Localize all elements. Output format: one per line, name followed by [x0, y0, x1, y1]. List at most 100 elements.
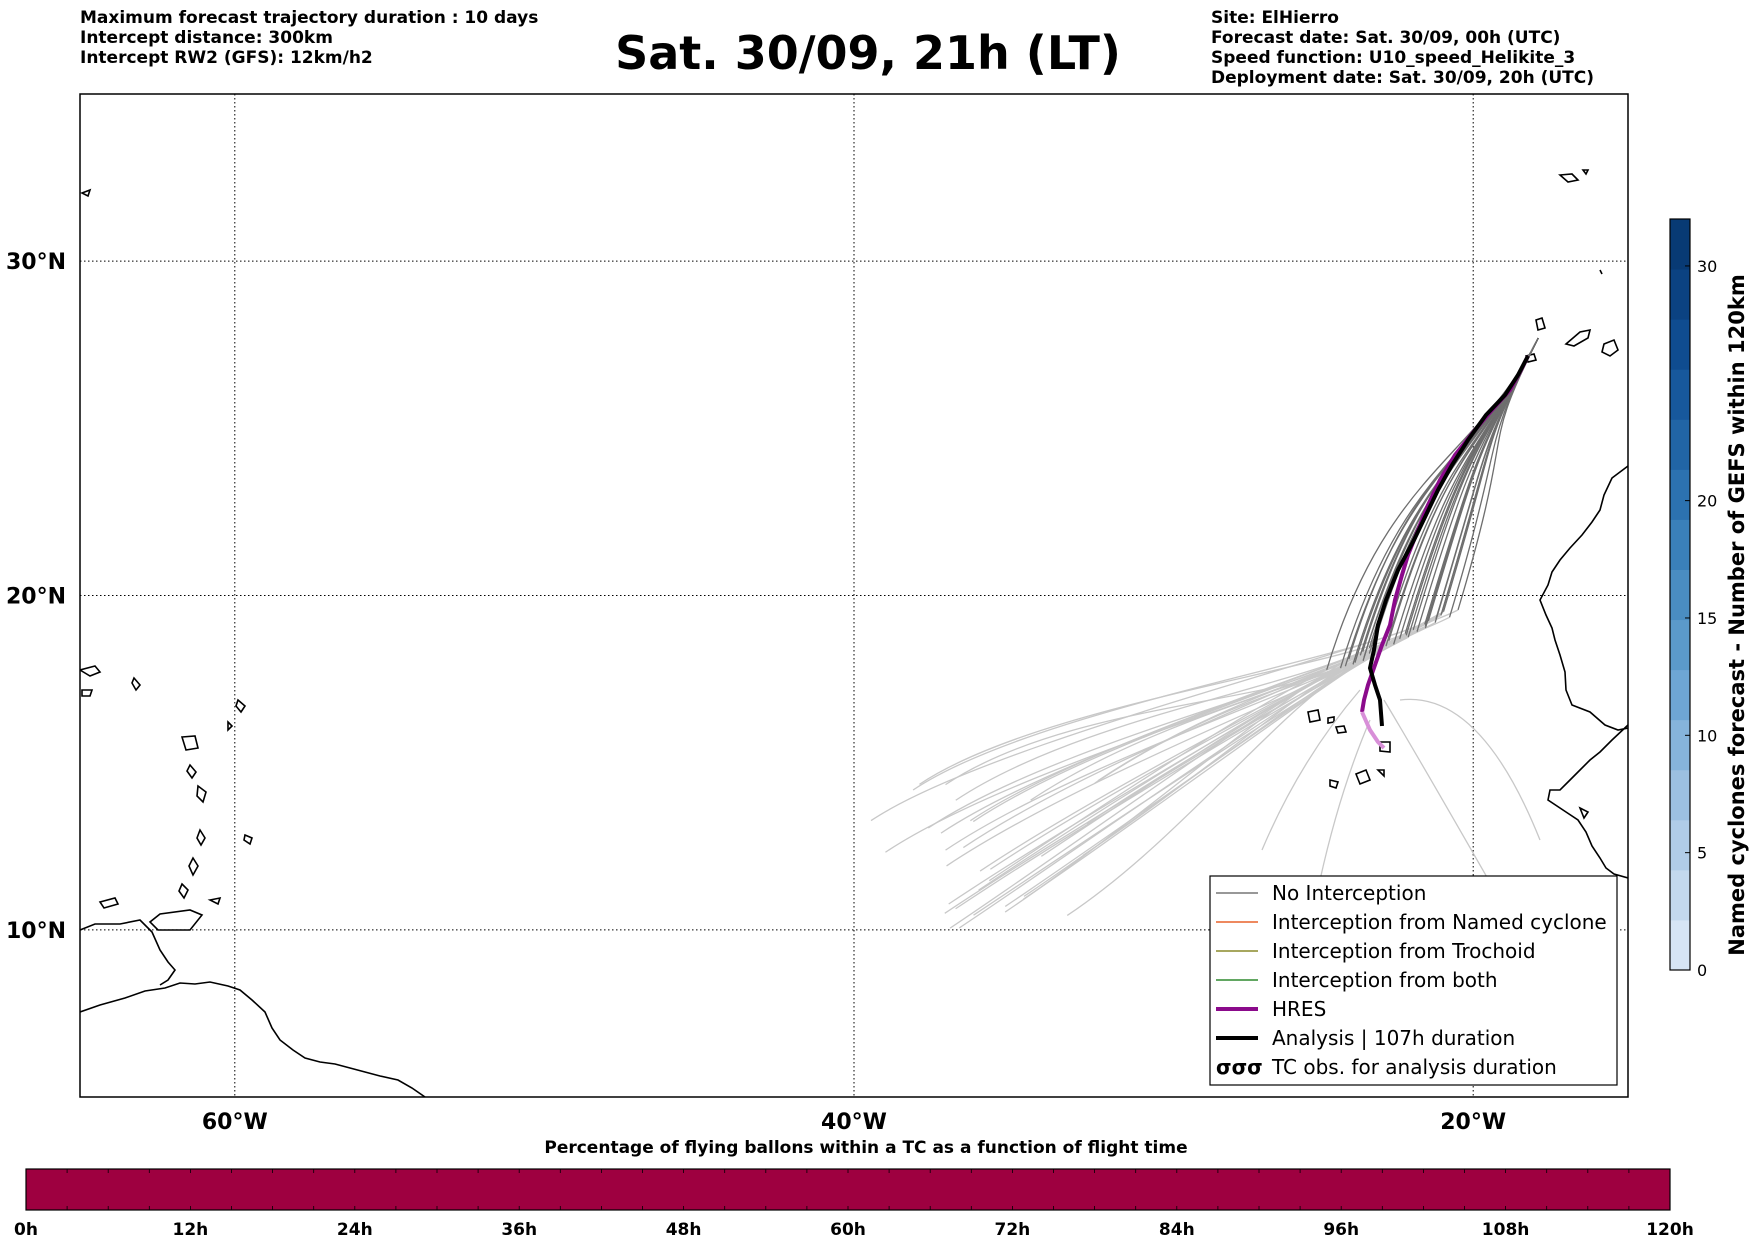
- map-axis-labels: 60°W 40°W 20°W 30°N 20°N 10°N: [6, 250, 1506, 1135]
- trajectory-continuation: [1023, 638, 1400, 897]
- tobago: [207, 896, 222, 906]
- trajectory-continuation: [962, 658, 1350, 849]
- colorbar-cell: [1670, 669, 1690, 721]
- legend-item-label: Interception from Named cyclone: [1272, 910, 1607, 934]
- trajectory-continuation: [919, 629, 1414, 785]
- lon-tick-label: 40°W: [821, 1110, 887, 1135]
- colorbar-cell: [1670, 619, 1690, 671]
- trajectory-continuation: [1066, 660, 1364, 917]
- lesser-antilles-1: [80, 665, 102, 677]
- trajectory-continuation: [955, 647, 1370, 801]
- lesser-antilles-5: [196, 784, 207, 804]
- legend: No Interception Interception from Named c…: [1209, 875, 1618, 1086]
- lon-tick-label: 60°W: [202, 1110, 268, 1135]
- colorbar-cell: [1670, 269, 1690, 320]
- colorbar-cell: [1670, 219, 1690, 270]
- flight-bar-tick-label: 24h: [337, 1220, 373, 1240]
- abc-islands: [98, 897, 120, 909]
- cape-verde-1: [1307, 709, 1321, 723]
- trajectory-continuation: [949, 667, 1341, 929]
- page-title: Sat. 30/09, 21h (LT): [615, 26, 1121, 80]
- intercept-rw2-text: Intercept RW2 (GFS): 12km/h2: [80, 48, 373, 68]
- trajectory-continuation: [988, 669, 1327, 882]
- colorbar-tick-label: 20: [1697, 492, 1717, 511]
- flight-bar-title: Percentage of flying ballons within a TC…: [544, 1138, 1187, 1158]
- lat-tick-label: 20°N: [6, 585, 66, 610]
- analysis-trajectory: [1367, 355, 1530, 727]
- header-right-info: Site: ElHierro Forecast date: Sat. 30/09…: [1211, 8, 1594, 88]
- colorbar-frame: [1669, 218, 1691, 971]
- graticule: [80, 94, 1628, 1097]
- coastlines: [80, 169, 1628, 1097]
- bermuda: [80, 188, 92, 198]
- colorbar-cell: [1670, 569, 1690, 621]
- flight-bar-tick-label: 84h: [1159, 1220, 1195, 1240]
- legend-item-label: Interception from both: [1272, 968, 1498, 992]
- colorbar-label: Named cyclones forecast - Number of GEFS…: [1725, 274, 1749, 955]
- legend-item-label: Analysis | 107h duration: [1272, 1026, 1515, 1050]
- colorbar-cell: [1670, 819, 1690, 871]
- lesser-antilles-10: [235, 698, 247, 714]
- lat-tick-label: 10°N: [6, 919, 66, 944]
- lesser-antilles-2: [81, 689, 94, 697]
- flight-bar-tick-label: 0h: [14, 1220, 38, 1240]
- cape-verde-3: [1334, 725, 1348, 734]
- colorbar-cell: [1670, 469, 1690, 520]
- colorbar-cell: [1670, 719, 1690, 771]
- max-duration-text: Maximum forecast trajectory duration : 1…: [80, 8, 539, 28]
- legend-symbol-tc-obs: σσσ: [1216, 1055, 1263, 1079]
- flight-bar-tick-label: 48h: [666, 1220, 702, 1240]
- africa-coast: [1539, 465, 1628, 879]
- canary-2: [1564, 328, 1592, 347]
- trajectory-continuation: [1094, 653, 1370, 784]
- header-left-info: Maximum forecast trajectory duration : 1…: [80, 8, 538, 68]
- colorbar-tick-label: 0: [1697, 961, 1707, 980]
- lon-tick-label: 20°W: [1440, 1110, 1506, 1135]
- colorbar-cell: [1670, 919, 1690, 971]
- colorbar-tick-label: 15: [1697, 609, 1717, 628]
- site-text: Site: ElHierro: [1211, 8, 1339, 28]
- azores-bits: [1558, 173, 1580, 183]
- madeira: [1599, 269, 1603, 275]
- flight-time-bar: Percentage of flying ballons within a TC…: [14, 1138, 1694, 1240]
- lesser-antilles-3: [180, 735, 199, 751]
- legend-box: [1209, 875, 1618, 1086]
- deployment-date-text: Deployment date: Sat. 30/09, 20h (UTC): [1211, 68, 1595, 88]
- cape-verde-6: [1376, 769, 1385, 778]
- cape-verde-5: [1354, 768, 1372, 786]
- forecast-date-text: Forecast date: Sat. 30/09, 00h (UTC): [1211, 28, 1561, 48]
- lesser-antilles-6: [196, 828, 206, 847]
- trajectory-continuation: [1319, 719, 1371, 881]
- lesser-antilles-4: [186, 763, 198, 780]
- colorbar-cell: [1670, 419, 1690, 470]
- flight-bar-fill: [25, 1168, 1671, 1211]
- colorbar: 0 5 10 15 20 30 Named cyclones forecast - Num…: [1669, 218, 1749, 980]
- trinidad-coast: [148, 909, 204, 931]
- canary-1: [1535, 316, 1546, 332]
- colorbar-cell: [1670, 769, 1690, 821]
- flight-bar-tick-label: 96h: [1323, 1220, 1359, 1240]
- lesser-antilles-12: [243, 833, 253, 846]
- hres-trajectory-tail: [1360, 711, 1386, 750]
- lesser-antilles-8: [178, 882, 189, 900]
- trajectory-continuation: [912, 620, 1429, 791]
- colorbar-tick-label: 5: [1697, 844, 1707, 863]
- lesser-antilles-11: [227, 720, 234, 732]
- cape-verde-7: [1329, 778, 1340, 790]
- colorbar-tick-label: 30: [1697, 257, 1717, 276]
- flight-bar-tick-label: 120h: [1646, 1220, 1694, 1240]
- colorbar-cell: [1670, 519, 1690, 570]
- lesser-antilles-9: [131, 676, 142, 692]
- flight-bar-tick-label: 72h: [995, 1220, 1031, 1240]
- legend-item-label: No Interception: [1272, 881, 1426, 905]
- trajectory-continuation: [1383, 699, 1501, 901]
- south-america-coast: [80, 981, 426, 1097]
- cape-verde-4: [1379, 741, 1391, 753]
- flight-bar-tick-label: 36h: [501, 1220, 537, 1240]
- colorbar-cell: [1670, 369, 1690, 420]
- speed-function-text: Speed function: U10_speed_Helikite_3: [1211, 48, 1576, 68]
- map-frame: [79, 93, 1629, 1098]
- legend-item-label: Interception from Trochoid: [1272, 939, 1536, 963]
- trajectory-continuation: [1399, 698, 1541, 841]
